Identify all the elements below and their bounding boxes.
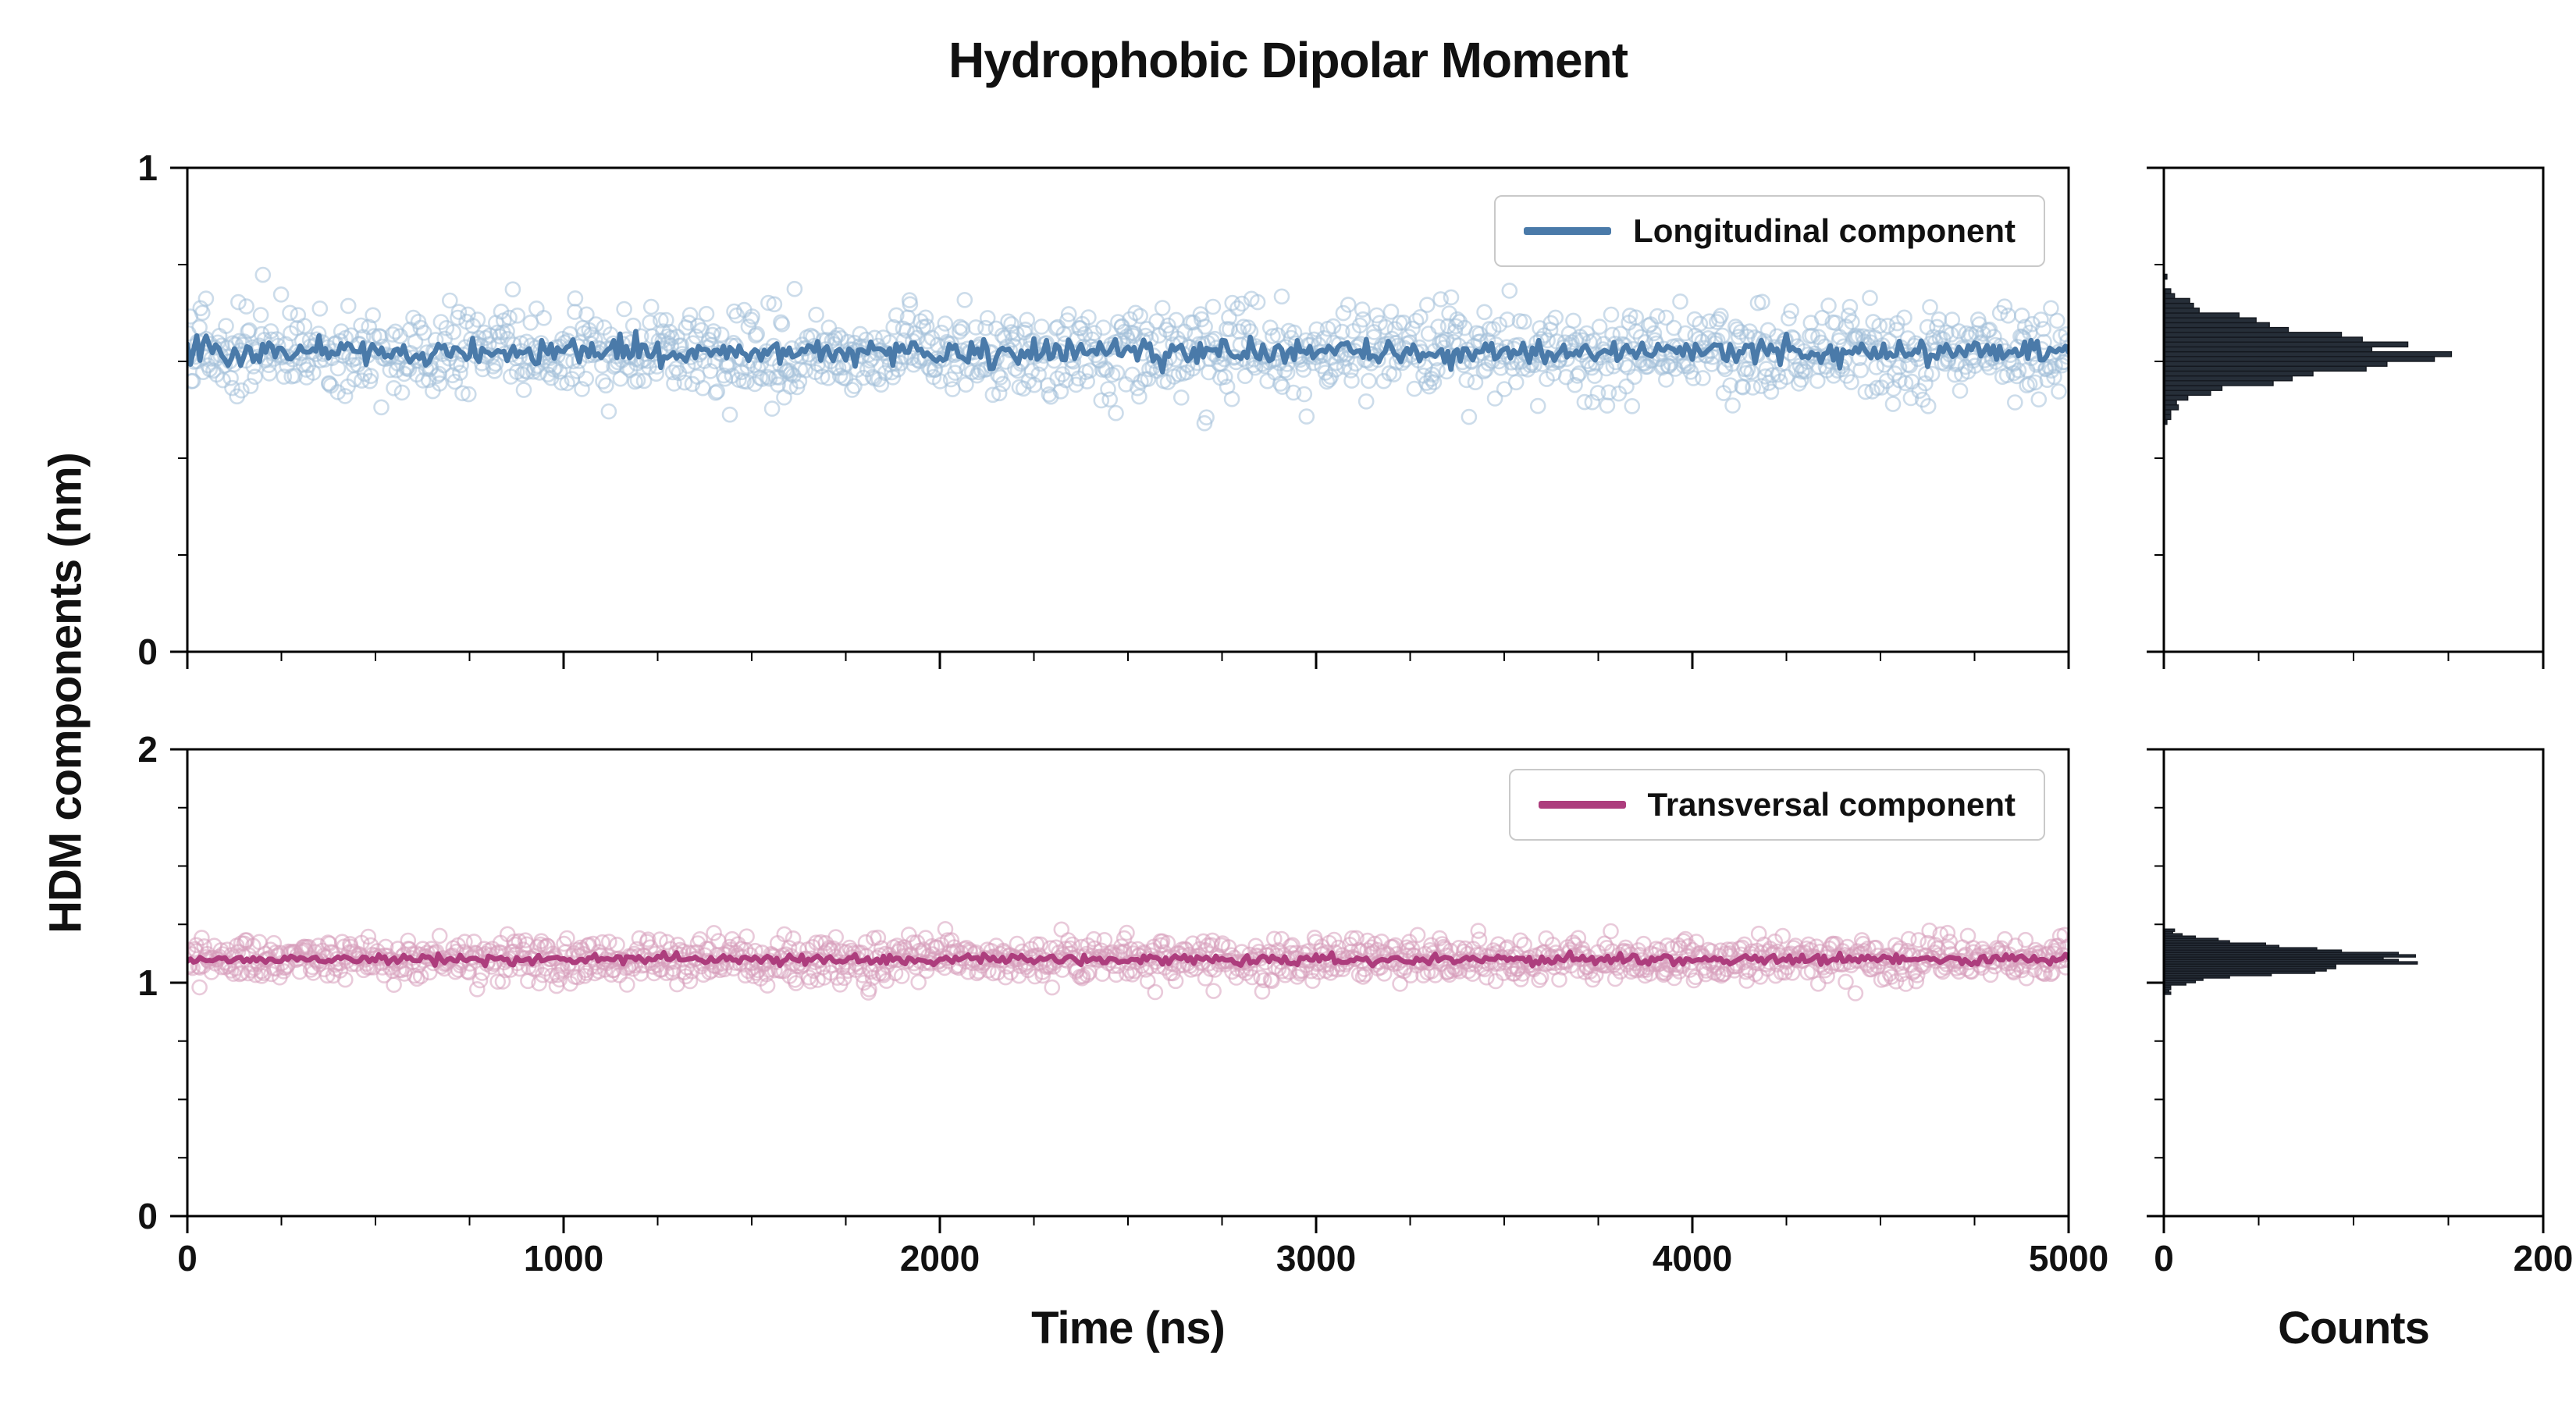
ticks-transversal (170, 748, 2070, 1233)
chart-title: Hydrophobic Dipolar Moment (948, 32, 1628, 88)
hist-ticks-longitudinal (2147, 166, 2545, 669)
tick-label: 0 (177, 1238, 197, 1279)
tick-label: 0 (2154, 1238, 2174, 1279)
tick-label: 0 (137, 1196, 158, 1236)
ticks-longitudinal (170, 166, 2070, 669)
tick-label: 3000 (1276, 1238, 1356, 1279)
legend-longitudinal: Longitudinal component (1494, 195, 2045, 267)
y-axis-label: HDM components (nm) (40, 453, 91, 934)
legend-label-transversal: Transversal component (1647, 786, 2016, 823)
x-axis-label-counts: Counts (2278, 1303, 2430, 1353)
histogram-longitudinal (2164, 273, 2453, 425)
x-axis-label-time: Time (ns) (1031, 1303, 1226, 1353)
tick-label: 2 (137, 729, 158, 770)
tick-label: 200 (2514, 1238, 2574, 1279)
tick-label: 0 (137, 631, 158, 672)
tick-label: 1000 (524, 1238, 603, 1279)
mean-line-longitudinal (187, 329, 2069, 375)
mean-line-transversal (187, 949, 2069, 969)
legend-label-longitudinal: Longitudinal component (1633, 212, 2016, 249)
hist-ticks-transversal (2147, 748, 2545, 1233)
hist-area-transversal (2164, 749, 2543, 1216)
legend-line-swatch-longitudinal (1524, 227, 1612, 235)
legend-transversal: Transversal component (1508, 769, 2045, 841)
hist-area-longitudinal (2164, 168, 2543, 652)
tick-label: 5000 (2029, 1238, 2108, 1279)
legend-line-swatch-transversal (1538, 801, 1626, 809)
tick-label: 4000 (1653, 1238, 1732, 1279)
tick-label: 1 (137, 962, 158, 1003)
tick-label: 1 (137, 148, 158, 188)
tick-label: 2000 (900, 1238, 980, 1279)
